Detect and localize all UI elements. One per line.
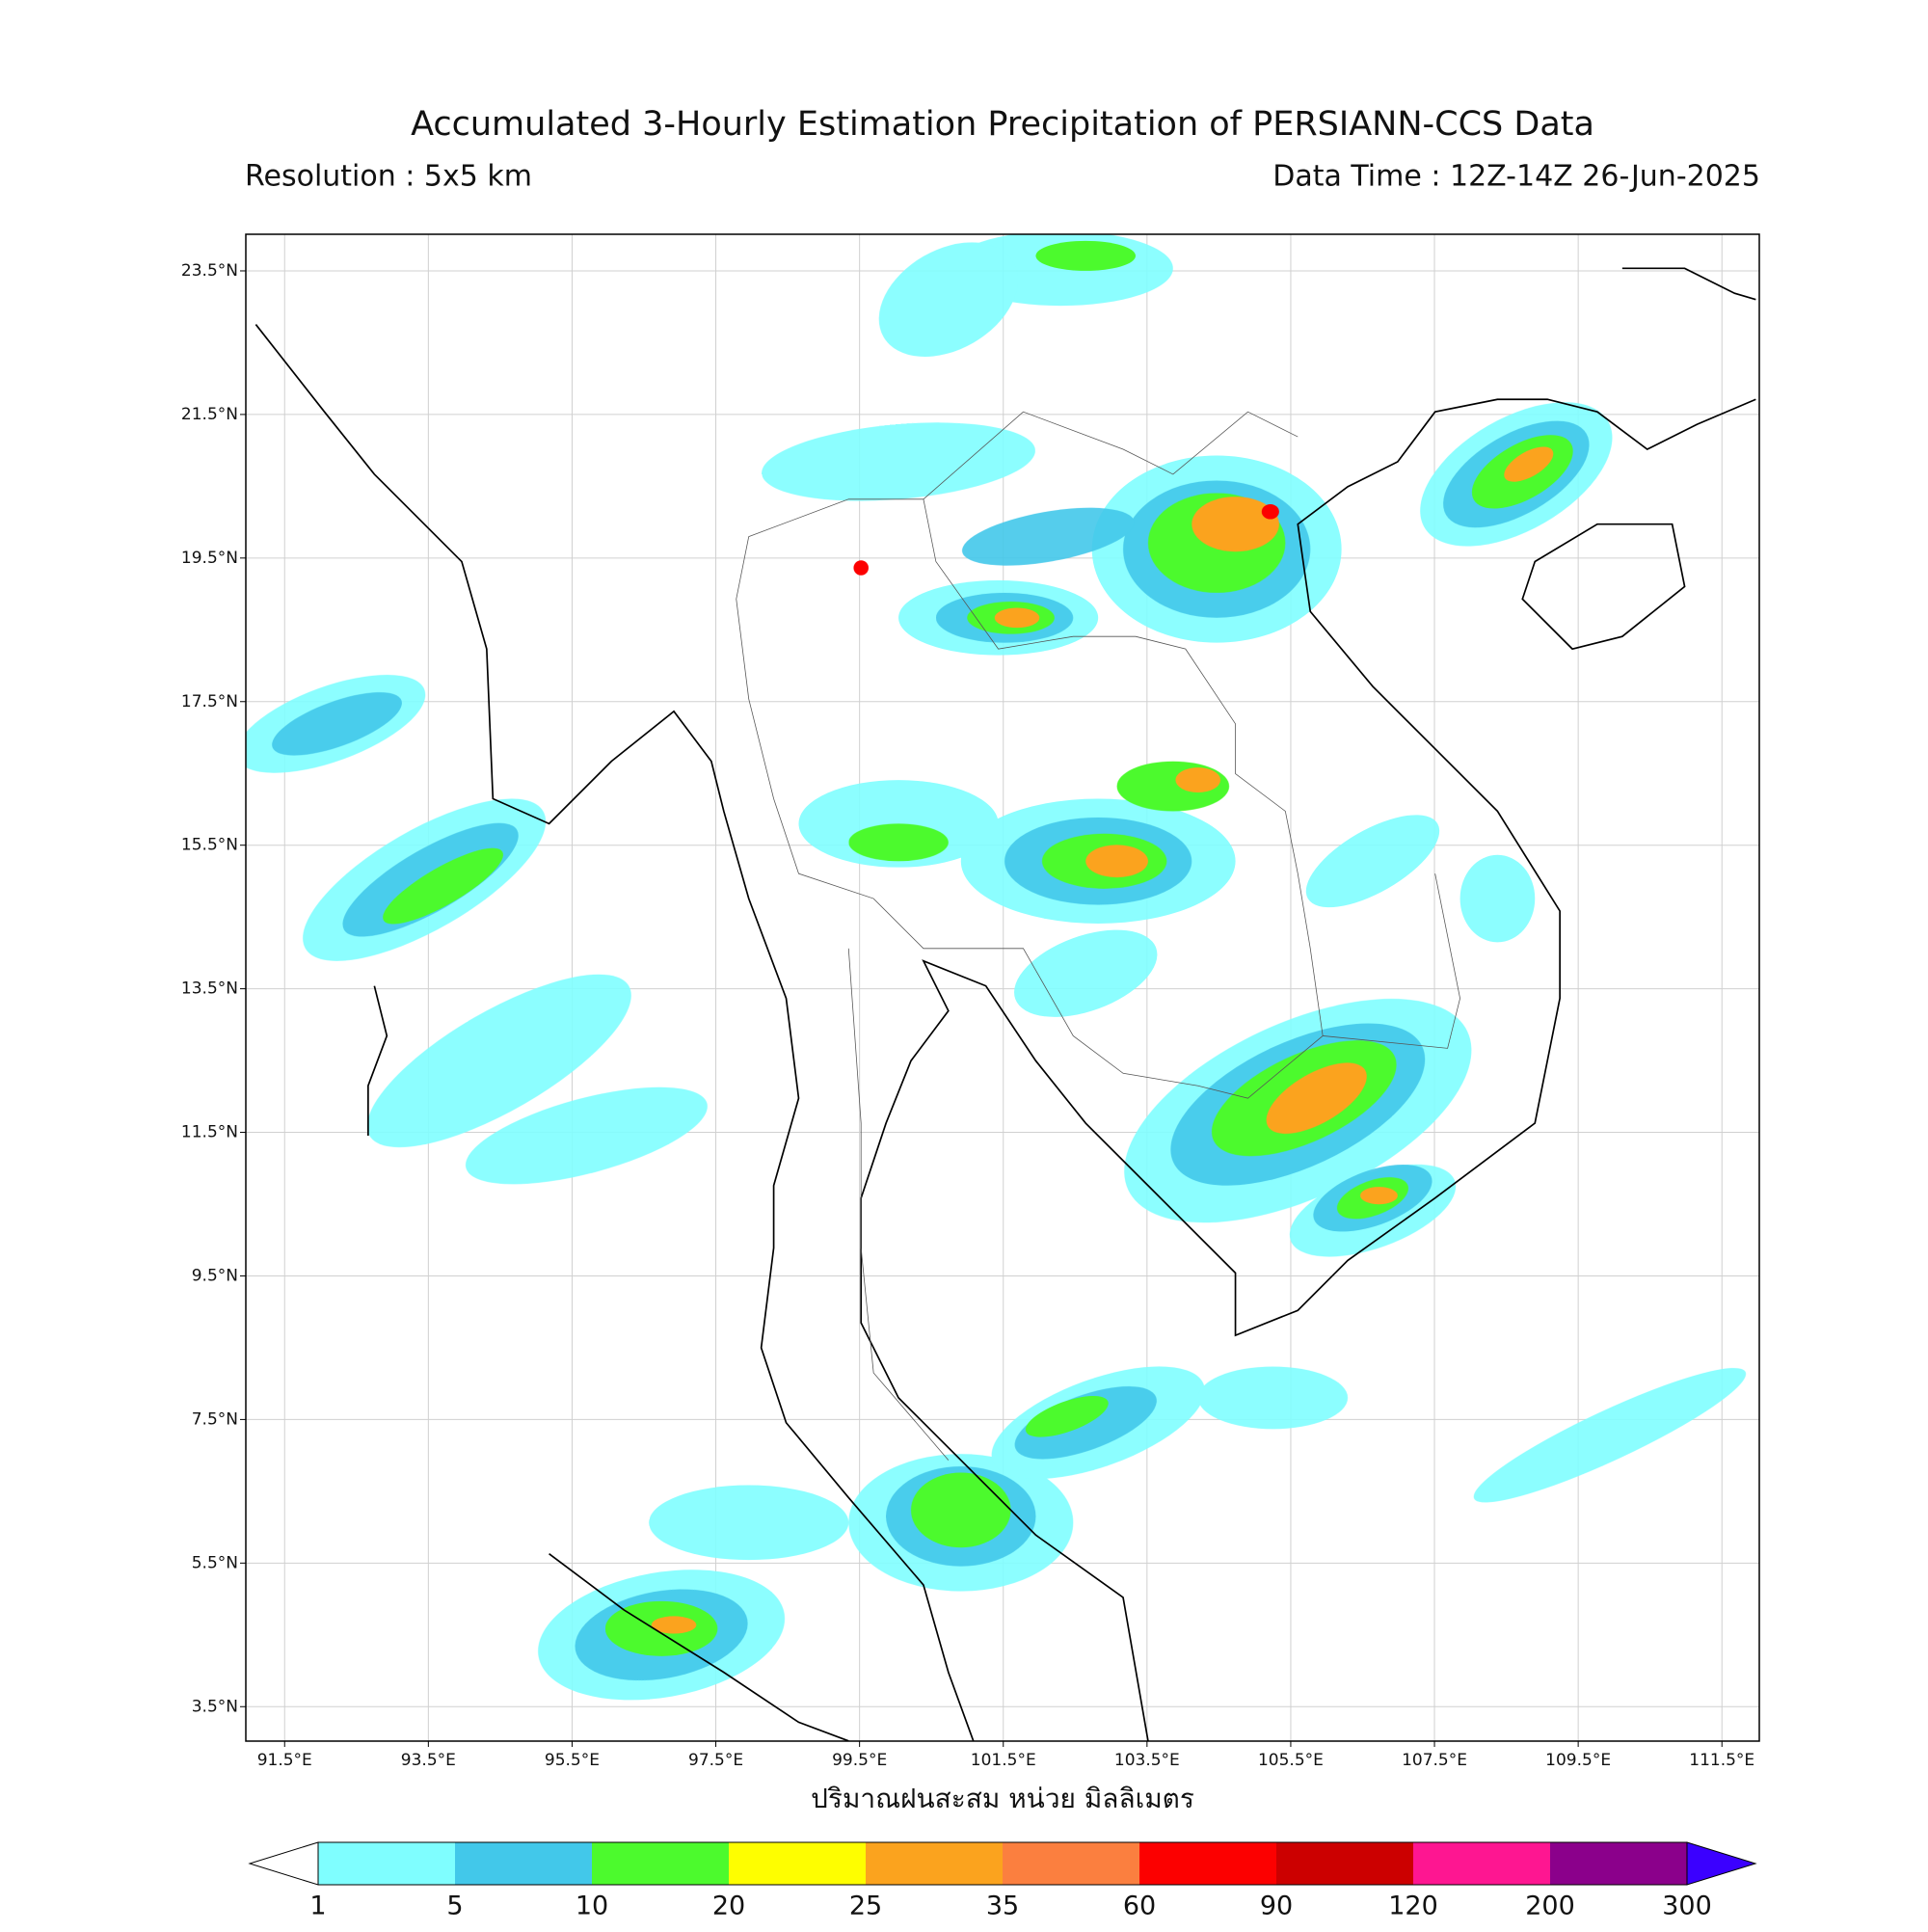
y-tick-label: 19.5°N xyxy=(181,549,238,568)
colorbar-under xyxy=(248,1841,319,1886)
y-tick-label: 13.5°N xyxy=(181,979,238,999)
x-tick-label: 93.5°E xyxy=(401,1751,456,1770)
rain-areas xyxy=(246,234,1747,1701)
colorbar-box xyxy=(729,1842,867,1885)
x-axis-label: ปริมาณฝนสะสม หน่วย มิลลิเมตร xyxy=(811,1783,1194,1814)
colorbar-label: 300 xyxy=(1662,1892,1712,1921)
colorbar-box xyxy=(1003,1842,1140,1885)
y-tick-label: 5.5°N xyxy=(192,1553,238,1572)
colorbar: 1 5 10 20 25 35 60 90 120 200 300 xyxy=(248,1841,1757,1921)
colorbar-label: 1 xyxy=(309,1892,326,1921)
colorbar-label: 20 xyxy=(712,1892,745,1921)
colorbar-label: 10 xyxy=(576,1892,608,1921)
y-tick-label: 21.5°N xyxy=(181,405,238,424)
x-tick-label: 107.5°E xyxy=(1402,1751,1467,1770)
plot-frame xyxy=(245,233,1760,1742)
colorbar-label: 60 xyxy=(1123,1892,1156,1921)
x-tick-label: 105.5°E xyxy=(1258,1751,1324,1770)
colorbar-box xyxy=(1550,1842,1688,1885)
y-tick-label: 3.5°N xyxy=(192,1697,238,1716)
colorbar-label: 120 xyxy=(1388,1892,1438,1921)
colorbar-label: 90 xyxy=(1260,1892,1293,1921)
colorbar-frame xyxy=(317,1841,1688,1886)
colorbar-box xyxy=(1139,1842,1277,1885)
y-tick-label: 7.5°N xyxy=(192,1409,238,1429)
data-time: Data Time : 12Z-14Z 26-Jun-2025 xyxy=(1272,160,1760,194)
colorbar-label: 25 xyxy=(849,1892,882,1921)
x-tick-label: 97.5°E xyxy=(688,1751,743,1770)
y-tick-label: 23.5°N xyxy=(181,261,238,281)
x-tick-label: 103.5°E xyxy=(1114,1751,1180,1770)
precipitation-field xyxy=(246,234,1756,1741)
title: Accumulated 3-Hourly Estimation Precipit… xyxy=(411,105,1594,144)
x-tick-label: 95.5°E xyxy=(545,1751,600,1770)
colorbar-label: 35 xyxy=(986,1892,1019,1921)
colorbar-label: 200 xyxy=(1525,1892,1575,1921)
y-tick-label: 9.5°N xyxy=(192,1266,238,1285)
x-tick-label: 91.5°E xyxy=(257,1751,312,1770)
x-tick-label: 99.5°E xyxy=(832,1751,887,1770)
borders xyxy=(736,411,1460,1461)
x-tick-label: 101.5°E xyxy=(971,1751,1036,1770)
colorbar-box xyxy=(1413,1842,1551,1885)
colorbar-box xyxy=(1276,1842,1414,1885)
rain-60mm xyxy=(853,503,1279,576)
colorbar-box xyxy=(318,1842,456,1885)
x-tick-label: 111.5°E xyxy=(1689,1751,1754,1770)
x-tick-label: 109.5°E xyxy=(1545,1751,1611,1770)
y-tick-label: 17.5°N xyxy=(181,692,238,711)
y-tick-label: 15.5°N xyxy=(181,836,238,855)
colorbar-over xyxy=(1686,1841,1757,1886)
resolution: Resolution : 5x5 km xyxy=(245,160,532,194)
y-tick-label: 11.5°N xyxy=(181,1123,238,1142)
colorbar-box xyxy=(455,1842,593,1885)
colorbar-box xyxy=(592,1842,730,1885)
colorbar-box xyxy=(866,1842,1004,1885)
colorbar-label: 5 xyxy=(446,1892,463,1921)
rain-25mm xyxy=(651,446,1554,1634)
